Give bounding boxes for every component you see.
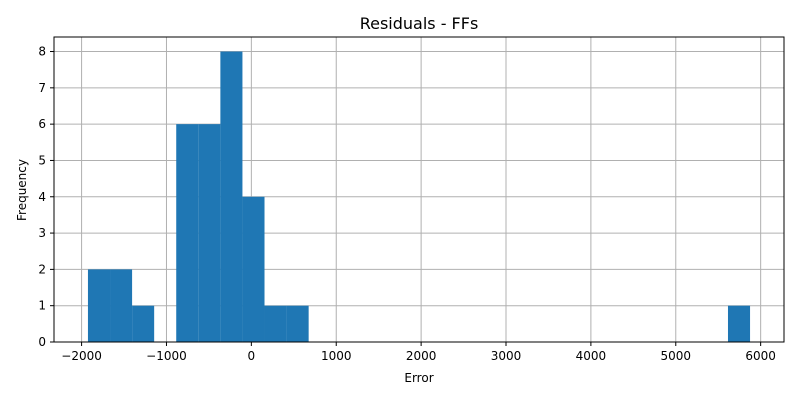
histogram-bar	[727, 305, 751, 342]
grid-lines	[54, 37, 784, 343]
y-tick-label: 8	[38, 45, 46, 59]
x-axis-label: Error	[404, 371, 433, 385]
y-axis-ticks: 0 1 2 3 4 5 6 7 8	[38, 45, 54, 349]
x-tick-label: 1000	[321, 349, 352, 363]
x-tick-label: 3000	[491, 349, 522, 363]
x-tick-label: 6000	[745, 349, 776, 363]
chart-title: Residuals - FFs	[360, 14, 479, 33]
plot-frame	[53, 36, 785, 343]
histogram-bar	[286, 305, 309, 342]
x-tick-label: −1000	[146, 349, 187, 363]
histogram-bar	[264, 305, 287, 342]
y-tick-label: 3	[38, 226, 46, 240]
histogram-bar	[198, 124, 221, 343]
y-tick-label: 5	[38, 153, 46, 167]
histogram-bar	[176, 124, 199, 343]
histogram-bar	[110, 269, 133, 342]
y-tick-label: 1	[38, 299, 46, 313]
histogram-bar	[87, 269, 111, 342]
x-tick-label: 0	[248, 349, 256, 363]
histogram-bar	[242, 196, 265, 342]
y-axis-label: Frequency	[15, 159, 29, 221]
histogram-bar	[132, 305, 155, 342]
y-tick-label: 0	[38, 335, 46, 349]
y-tick-label: 6	[38, 117, 46, 131]
x-tick-label: −2000	[61, 349, 102, 363]
histogram-bar	[220, 51, 243, 343]
x-tick-label: 4000	[576, 349, 607, 363]
histogram-bars	[87, 51, 751, 343]
x-tick-label: 2000	[406, 349, 437, 363]
y-tick-label: 2	[38, 262, 46, 276]
y-tick-label: 7	[38, 81, 46, 95]
x-axis-ticks: −2000 −1000 0 1000 2000 3000 4000 5000 6000	[61, 342, 776, 363]
x-tick-label: 5000	[660, 349, 691, 363]
y-tick-label: 4	[38, 190, 46, 204]
